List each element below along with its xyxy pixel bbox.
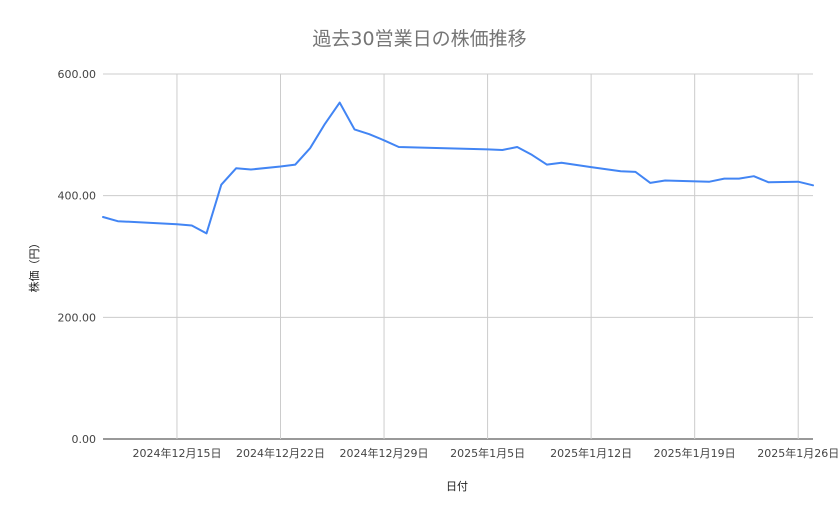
x-axis-ticks: 2024年12月15日 2024年12月22日 2024年12月29日 2025年1月…: [132, 446, 839, 460]
x-tick-label: 2025年1月19日: [654, 446, 736, 460]
x-tick-label: 2024年12月29日: [340, 446, 429, 460]
x-tick-label: 2024年12月15日: [132, 446, 221, 460]
y-tick-label: 600.00: [58, 68, 97, 81]
y-tick-label: 200.00: [58, 311, 97, 324]
y-axis-title: 株価（円）: [27, 238, 41, 293]
x-tick-label: 2025年1月26日: [757, 446, 839, 460]
x-tick-label: 2024年12月22日: [236, 446, 325, 460]
y-tick-label: 0.00: [72, 433, 97, 446]
x-axis-title: 日付: [446, 480, 468, 493]
series-layer: [102, 101, 814, 235]
x-tick-label: 2025年1月12日: [550, 446, 632, 460]
x-tick-label: 2025年1月5日: [450, 446, 525, 460]
y-axis-ticks: 0.00 200.00 400.00 600.00: [58, 68, 97, 446]
y-tick-label: 400.00: [58, 190, 97, 203]
grid: [103, 73, 813, 440]
series-line: [102, 101, 814, 235]
chart-title: 過去30営業日の株価推移: [312, 28, 526, 50]
